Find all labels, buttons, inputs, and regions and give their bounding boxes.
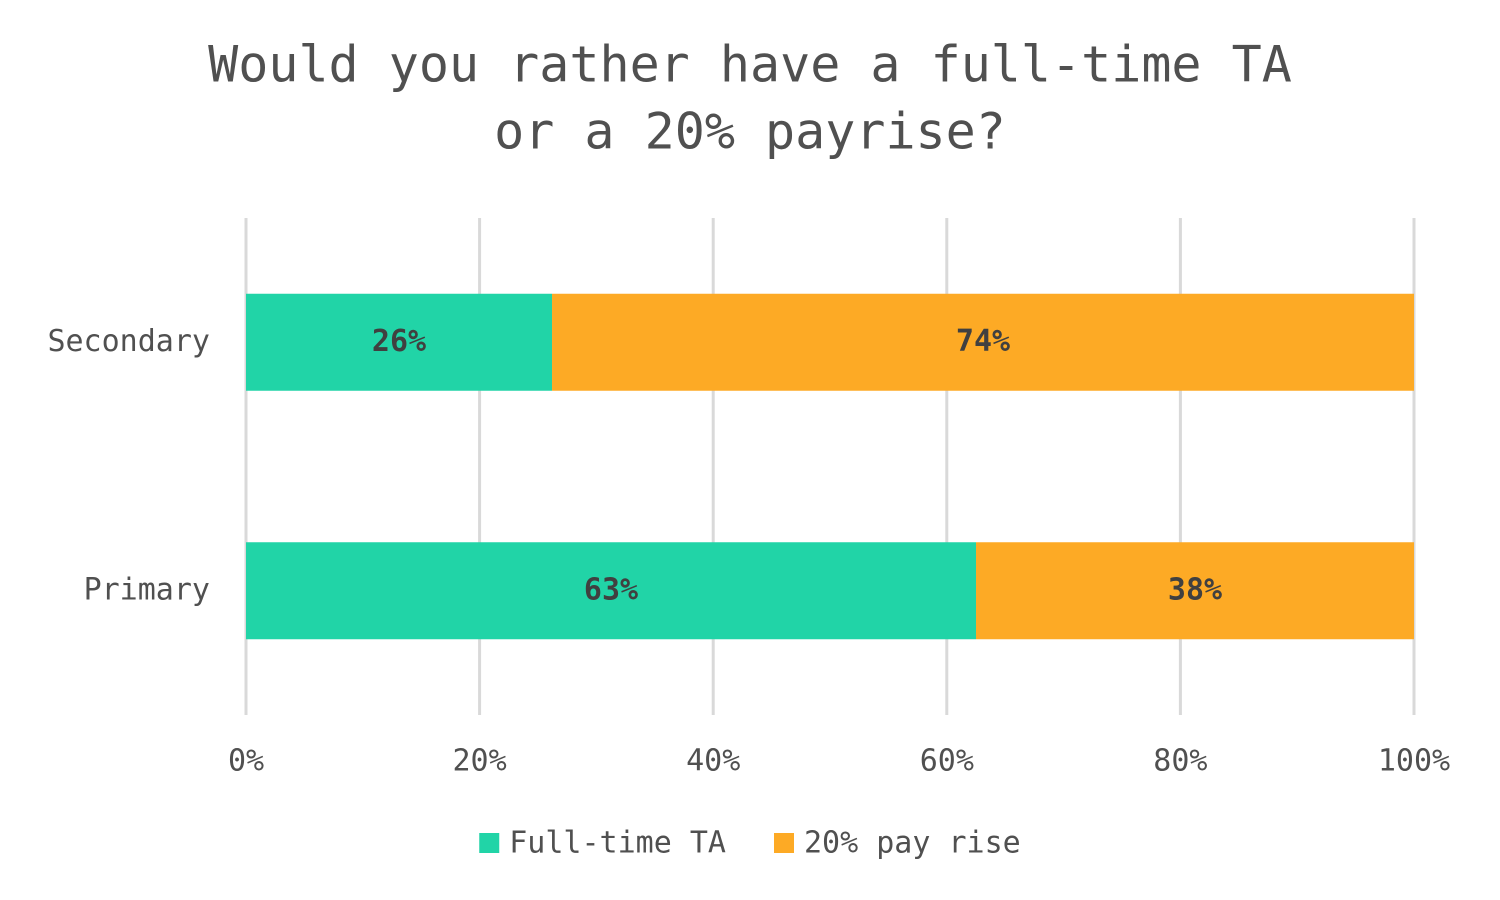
x-tick-label: 80% — [1153, 744, 1207, 779]
chart-title: or a 20% payrise? — [494, 103, 1006, 161]
y-tick-label: Primary — [84, 572, 210, 607]
legend-swatch — [479, 833, 500, 853]
bar-segment — [976, 542, 1414, 640]
value-label: 74% — [956, 324, 1010, 359]
x-tick-label: 100% — [1378, 744, 1450, 779]
bar-segment — [246, 293, 553, 391]
x-tick-label: 40% — [686, 744, 740, 779]
x-tick-label: 0% — [228, 744, 264, 779]
legend-label: 20% pay rise — [804, 826, 1021, 861]
x-tick-label: 20% — [453, 744, 507, 779]
value-label: 38% — [1168, 572, 1222, 607]
legend-label: Full-time TA — [509, 826, 726, 861]
value-label: 26% — [372, 324, 426, 359]
bar-segment — [246, 542, 976, 640]
x-tick-label: 60% — [920, 744, 974, 779]
bar-segment — [552, 293, 1414, 391]
y-tick-label: Secondary — [47, 324, 210, 359]
value-label: 63% — [584, 572, 638, 607]
chart-title: Would you rather have a full-time TA — [208, 36, 1292, 94]
legend-swatch — [774, 833, 794, 853]
